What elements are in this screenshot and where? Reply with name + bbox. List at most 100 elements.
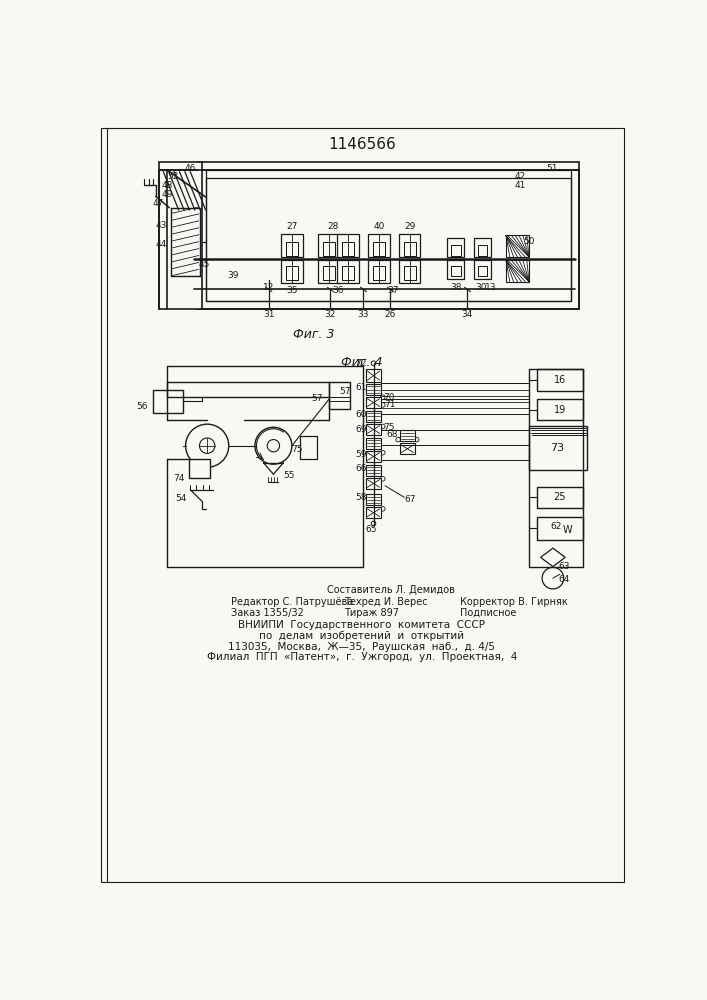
Text: 73: 73 <box>551 443 565 453</box>
Text: 48: 48 <box>161 181 173 190</box>
Bar <box>478 245 487 256</box>
Text: 36: 36 <box>332 286 344 295</box>
Text: 58: 58 <box>356 493 367 502</box>
Bar <box>399 234 421 257</box>
Text: 42: 42 <box>514 172 525 181</box>
Bar <box>329 382 351 409</box>
Text: 55: 55 <box>283 471 295 480</box>
Bar <box>322 242 335 256</box>
Text: 68: 68 <box>386 430 398 439</box>
Text: 25: 25 <box>554 492 566 502</box>
Bar <box>404 242 416 256</box>
Text: 30: 30 <box>476 283 487 292</box>
Bar <box>366 465 381 476</box>
Text: 47: 47 <box>152 199 163 208</box>
Bar <box>337 234 359 257</box>
Text: 57: 57 <box>339 387 351 396</box>
Text: 75: 75 <box>291 445 303 454</box>
Text: 38: 38 <box>450 283 462 292</box>
Bar <box>366 494 381 505</box>
Bar <box>537 399 583 420</box>
Text: 63: 63 <box>558 562 569 571</box>
Circle shape <box>380 395 385 400</box>
Bar <box>404 266 416 280</box>
Text: 61: 61 <box>356 383 367 392</box>
Circle shape <box>380 507 385 511</box>
Text: 40: 40 <box>373 222 385 231</box>
Text: 54: 54 <box>175 494 187 503</box>
Text: 45: 45 <box>199 260 210 269</box>
Text: 44: 44 <box>156 240 167 249</box>
Circle shape <box>182 255 189 262</box>
Text: 32: 32 <box>325 310 336 319</box>
Text: 60: 60 <box>356 410 367 419</box>
Bar <box>451 266 460 276</box>
Circle shape <box>371 521 376 526</box>
Bar <box>281 234 303 257</box>
Text: по  делам  изобретений  и  открытий: по делам изобретений и открытий <box>259 631 464 641</box>
Bar <box>474 238 491 257</box>
Circle shape <box>371 361 376 366</box>
Circle shape <box>380 424 385 429</box>
Text: 27: 27 <box>286 222 298 231</box>
Bar <box>537 487 583 508</box>
Circle shape <box>542 567 563 589</box>
Bar <box>286 242 298 256</box>
Bar <box>373 242 385 256</box>
Bar <box>366 369 381 382</box>
Bar <box>366 424 381 435</box>
Bar <box>318 234 339 257</box>
Text: 26: 26 <box>385 310 396 319</box>
Bar <box>366 507 381 518</box>
Text: Корректор В. Гирняк: Корректор В. Гирняк <box>460 597 568 607</box>
Text: 43: 43 <box>156 221 167 230</box>
Circle shape <box>380 403 385 407</box>
Circle shape <box>414 437 419 442</box>
Text: Редактор С. Патрушёва: Редактор С. Патрушёва <box>231 597 354 607</box>
Text: 49: 49 <box>161 190 173 199</box>
Bar <box>160 162 201 309</box>
Bar <box>451 245 460 256</box>
Text: Подписное: Подписное <box>460 608 516 618</box>
Bar <box>506 235 529 257</box>
Text: Филиал  ПГП  «Патент»,  г.  Ужгород,  ул.  Проектная,  4: Филиал ПГП «Патент», г. Ужгород, ул. Про… <box>206 652 517 662</box>
Text: 19: 19 <box>554 405 566 415</box>
Bar <box>448 260 464 279</box>
Circle shape <box>199 438 215 453</box>
Text: W: W <box>563 525 573 535</box>
Bar <box>366 451 381 462</box>
Circle shape <box>182 221 189 229</box>
Bar <box>153 389 182 413</box>
Text: 59: 59 <box>356 450 367 459</box>
Text: 72: 72 <box>356 359 367 368</box>
Bar <box>366 478 381 489</box>
Bar <box>366 397 381 408</box>
Text: Фиг. 3: Фиг. 3 <box>293 328 334 341</box>
Text: 66: 66 <box>356 464 367 473</box>
Text: 74: 74 <box>173 474 185 483</box>
Text: 62: 62 <box>550 522 561 531</box>
Bar <box>399 443 415 454</box>
Text: 56: 56 <box>136 402 148 411</box>
Bar <box>322 266 335 280</box>
Bar <box>399 430 415 441</box>
Text: 75: 75 <box>383 424 395 432</box>
Text: 13: 13 <box>485 283 496 292</box>
Text: Техред И. Верес: Техред И. Верес <box>344 597 428 607</box>
Bar <box>474 260 491 279</box>
Text: Заказ 1355/32: Заказ 1355/32 <box>231 608 304 618</box>
Text: 39: 39 <box>227 271 238 280</box>
Bar <box>198 162 579 309</box>
Text: 57: 57 <box>312 394 323 403</box>
Circle shape <box>380 477 385 481</box>
Bar <box>537 517 583 540</box>
Text: 70: 70 <box>383 393 395 402</box>
Text: 113035,  Москва,  Ж—35,  Раушская  наб.,  д. 4/5: 113035, Москва, Ж—35, Раушская наб., д. … <box>228 642 496 652</box>
Circle shape <box>255 427 292 464</box>
Bar <box>342 242 354 256</box>
Text: ВНИИПИ  Государственного  комитета  СССР: ВНИИПИ Государственного комитета СССР <box>238 620 486 630</box>
Polygon shape <box>541 548 565 567</box>
Bar <box>478 266 487 276</box>
Bar <box>448 238 464 257</box>
Text: 28: 28 <box>327 222 339 231</box>
